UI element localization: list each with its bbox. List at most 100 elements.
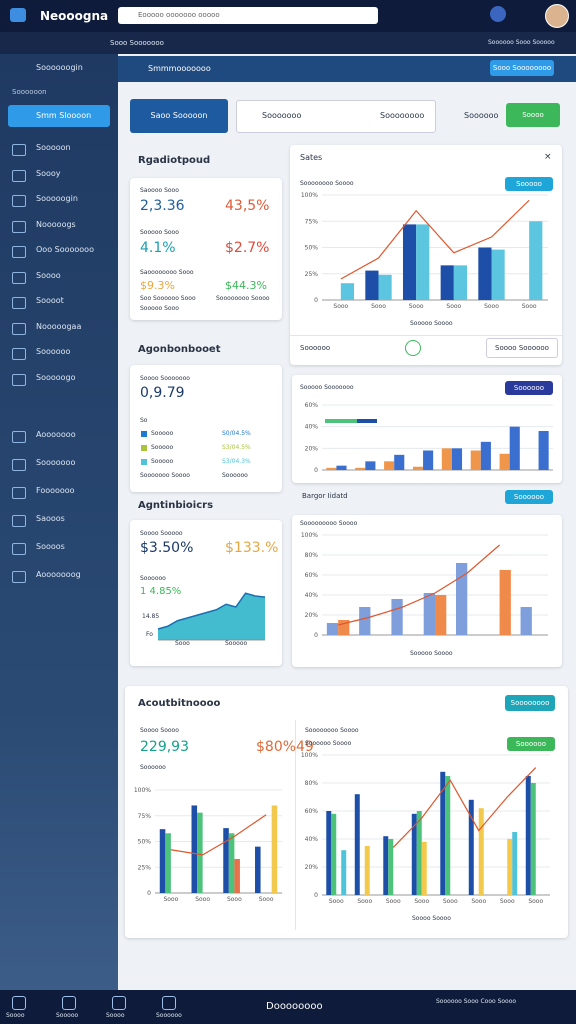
nav-top[interactable]: Soooooogin xyxy=(36,63,83,72)
bottom-nav xyxy=(0,990,576,1024)
stat-value: 43,5% xyxy=(225,198,270,214)
bottom-icon[interactable] xyxy=(162,996,176,1010)
panel3-button[interactable]: Soooooo xyxy=(505,490,553,504)
panel4-label: Soooooo xyxy=(140,764,166,771)
logo-icon xyxy=(10,8,26,22)
nav-item[interactable]: Sooooooo xyxy=(36,458,76,467)
stat-label: Sooooo Sooo xyxy=(140,229,179,236)
nav-icon xyxy=(12,195,26,207)
nav-icon xyxy=(12,459,26,471)
panel4-right-button[interactable]: Soooooo xyxy=(507,737,555,751)
panel4-label: Soooo Soooo xyxy=(140,727,179,734)
card3-label: Soooooo xyxy=(140,575,166,582)
nav-item[interactable]: Fooooooo xyxy=(36,486,75,495)
row-value: S3/04.5% xyxy=(222,444,251,451)
panel4-value: 229,93 xyxy=(140,739,189,755)
nav-item[interactable]: Nooooogs xyxy=(36,219,76,229)
row-value: S0/04.5% xyxy=(222,430,251,437)
panel1-foot-button[interactable]: Soooo Soooooo xyxy=(486,338,558,358)
nav-item[interactable]: Sooooon xyxy=(36,143,71,152)
row-label: Sooooooo Soooo xyxy=(140,472,190,479)
stat-value: 2,3.36 xyxy=(140,198,185,214)
secondary-right: Soooooooo xyxy=(380,111,425,120)
nav-item[interactable]: Soooo xyxy=(36,270,61,280)
nav-item[interactable]: Saooos xyxy=(36,514,65,523)
nav-icon xyxy=(12,487,26,499)
panel2-sub: Sooooo Sooooooo xyxy=(300,384,354,391)
nav-item[interactable]: Nooooogaa xyxy=(36,321,82,331)
panel1-sub: Soooooooo Soooo xyxy=(300,180,354,187)
sidebar xyxy=(0,54,118,990)
row-value: S3/04.3% xyxy=(222,458,251,465)
bullet xyxy=(141,445,147,451)
secondary-label: Sooooooo xyxy=(262,111,302,120)
panel2-button[interactable]: Soooooo xyxy=(505,381,553,395)
nav-icon xyxy=(12,246,26,258)
nav-icon xyxy=(12,373,26,386)
nav-icon xyxy=(12,144,26,156)
nav-item[interactable]: Soooos xyxy=(36,542,65,551)
panel1-foot: Soooooo xyxy=(300,344,331,352)
divider xyxy=(295,720,296,930)
nav-item[interactable]: Aooooooog xyxy=(36,570,81,579)
card2-title: Agonbonbooet xyxy=(138,344,221,355)
bottom-item[interactable]: Soooo xyxy=(6,1012,25,1019)
toolbar xyxy=(0,32,576,54)
nav-active-bg[interactable] xyxy=(8,105,110,127)
panel1-button[interactable]: Sooooo xyxy=(505,177,553,191)
stat-value: 4.1% xyxy=(140,240,176,256)
primary-button[interactable]: Saoo Sooooon xyxy=(130,99,228,133)
progress-bar xyxy=(325,419,357,423)
card2-head: So xyxy=(140,417,148,424)
close[interactable]: × xyxy=(544,152,552,162)
axis-title: Sooooo Soooo xyxy=(410,320,453,327)
card1-title: Rgadiotpoud xyxy=(138,155,211,166)
nav-icon xyxy=(12,543,26,555)
card2 xyxy=(130,365,282,492)
nav-item[interactable]: Soooooo xyxy=(36,347,71,356)
progress-bar xyxy=(357,419,377,423)
bottom-icon[interactable] xyxy=(62,996,76,1010)
nav-item[interactable]: Soooot xyxy=(36,296,64,305)
bottom-item[interactable]: Soooooo xyxy=(156,1012,182,1019)
secondary-button[interactable] xyxy=(236,100,436,133)
card2-label: Soooo Sooooooo xyxy=(140,375,190,382)
nav-item[interactable]: Sooooogin xyxy=(36,194,78,203)
bottom-item[interactable]: Sooooo xyxy=(56,1012,79,1019)
area-x-label: Sooooo xyxy=(225,640,248,647)
stat-label: Saoooo Sooo xyxy=(140,187,179,194)
row-label: Sooooo xyxy=(151,444,174,451)
notification[interactable] xyxy=(490,6,506,22)
axis-title: Soooo Soooo xyxy=(412,915,451,922)
bottom-item[interactable]: Soooo xyxy=(106,1012,125,1019)
panel4-title: Acoutbitnoooo xyxy=(138,698,221,709)
card3-value: $133.% xyxy=(225,540,279,556)
topbar-button[interactable]: Sooo Soooooooo xyxy=(490,60,554,76)
bottom-icon[interactable] xyxy=(12,996,26,1010)
nav-item[interactable]: Sooooogo xyxy=(36,372,76,382)
bottom-icon[interactable] xyxy=(112,996,126,1010)
topbar-title: Smmmooooooo xyxy=(148,64,211,73)
card3-label: Soooo Sooooo xyxy=(140,530,183,537)
avatar[interactable] xyxy=(545,4,569,28)
nav-icon xyxy=(12,220,26,233)
search-placeholder: Eooooo ooooooo ooooo xyxy=(138,11,220,19)
divider xyxy=(290,335,562,336)
nav-item[interactable]: Soooy xyxy=(36,168,61,178)
bottom-center: Doooooooo xyxy=(266,1001,323,1012)
panel4-button[interactable]: Soooooooo xyxy=(505,695,555,711)
search-box[interactable] xyxy=(118,7,378,24)
stat-foot: Soo Soooooo Sooo xyxy=(140,295,196,302)
nav-item[interactable]: Aooooooo xyxy=(36,430,76,439)
stat-value: $9.3% xyxy=(140,279,175,292)
nav-section: Soooooon xyxy=(12,88,47,96)
green-button[interactable]: Soooo xyxy=(506,103,560,127)
nav-item[interactable]: Ooo Sooooooo xyxy=(36,245,94,254)
nav-active[interactable]: Smm Sloooon xyxy=(36,111,92,120)
row-value: Soooooo xyxy=(222,472,248,479)
nav-icon xyxy=(12,515,26,527)
icon[interactable] xyxy=(405,340,421,356)
link[interactable]: Soooooo xyxy=(464,111,499,120)
stat-label: Saoooooooo Sooo xyxy=(140,269,194,276)
